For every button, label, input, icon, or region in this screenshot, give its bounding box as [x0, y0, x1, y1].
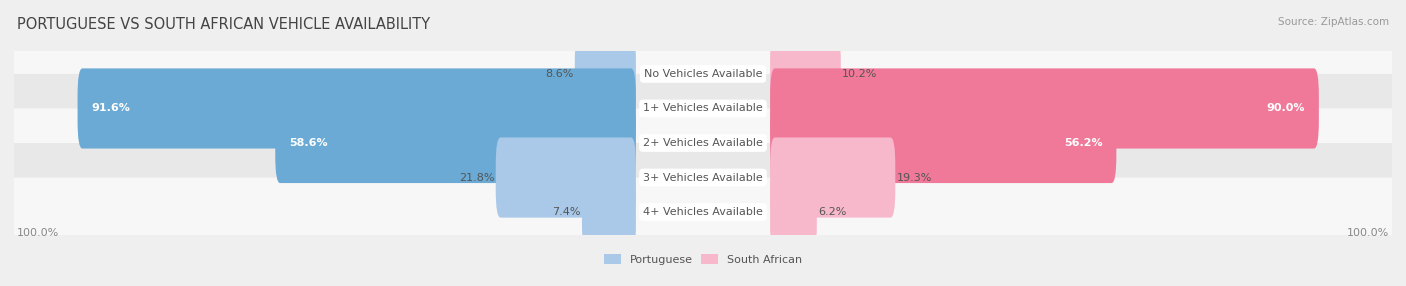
FancyBboxPatch shape: [496, 138, 636, 218]
Text: 8.6%: 8.6%: [546, 69, 574, 79]
Text: Source: ZipAtlas.com: Source: ZipAtlas.com: [1278, 17, 1389, 27]
FancyBboxPatch shape: [11, 39, 1395, 108]
FancyBboxPatch shape: [575, 34, 636, 114]
Text: PORTUGUESE VS SOUTH AFRICAN VEHICLE AVAILABILITY: PORTUGUESE VS SOUTH AFRICAN VEHICLE AVAI…: [17, 17, 430, 32]
Text: 100.0%: 100.0%: [1347, 228, 1389, 238]
FancyBboxPatch shape: [11, 143, 1395, 212]
Text: 91.6%: 91.6%: [91, 104, 131, 114]
Text: 3+ Vehicles Available: 3+ Vehicles Available: [643, 172, 763, 182]
Text: 56.2%: 56.2%: [1064, 138, 1102, 148]
Text: No Vehicles Available: No Vehicles Available: [644, 69, 762, 79]
FancyBboxPatch shape: [770, 68, 1319, 148]
Text: 100.0%: 100.0%: [17, 228, 59, 238]
FancyBboxPatch shape: [770, 172, 817, 252]
FancyBboxPatch shape: [582, 172, 636, 252]
Text: 2+ Vehicles Available: 2+ Vehicles Available: [643, 138, 763, 148]
FancyBboxPatch shape: [77, 68, 636, 148]
FancyBboxPatch shape: [770, 138, 896, 218]
Legend: Portuguese, South African: Portuguese, South African: [599, 250, 807, 269]
FancyBboxPatch shape: [276, 103, 636, 183]
Text: 58.6%: 58.6%: [290, 138, 328, 148]
Text: 19.3%: 19.3%: [897, 172, 932, 182]
Text: 10.2%: 10.2%: [842, 69, 877, 79]
Text: 4+ Vehicles Available: 4+ Vehicles Available: [643, 207, 763, 217]
Text: 6.2%: 6.2%: [818, 207, 846, 217]
FancyBboxPatch shape: [11, 74, 1395, 143]
Text: 7.4%: 7.4%: [553, 207, 581, 217]
FancyBboxPatch shape: [11, 178, 1395, 247]
FancyBboxPatch shape: [770, 34, 841, 114]
Text: 90.0%: 90.0%: [1267, 104, 1305, 114]
Text: 1+ Vehicles Available: 1+ Vehicles Available: [643, 104, 763, 114]
FancyBboxPatch shape: [770, 103, 1116, 183]
Text: 21.8%: 21.8%: [458, 172, 495, 182]
FancyBboxPatch shape: [11, 108, 1395, 178]
